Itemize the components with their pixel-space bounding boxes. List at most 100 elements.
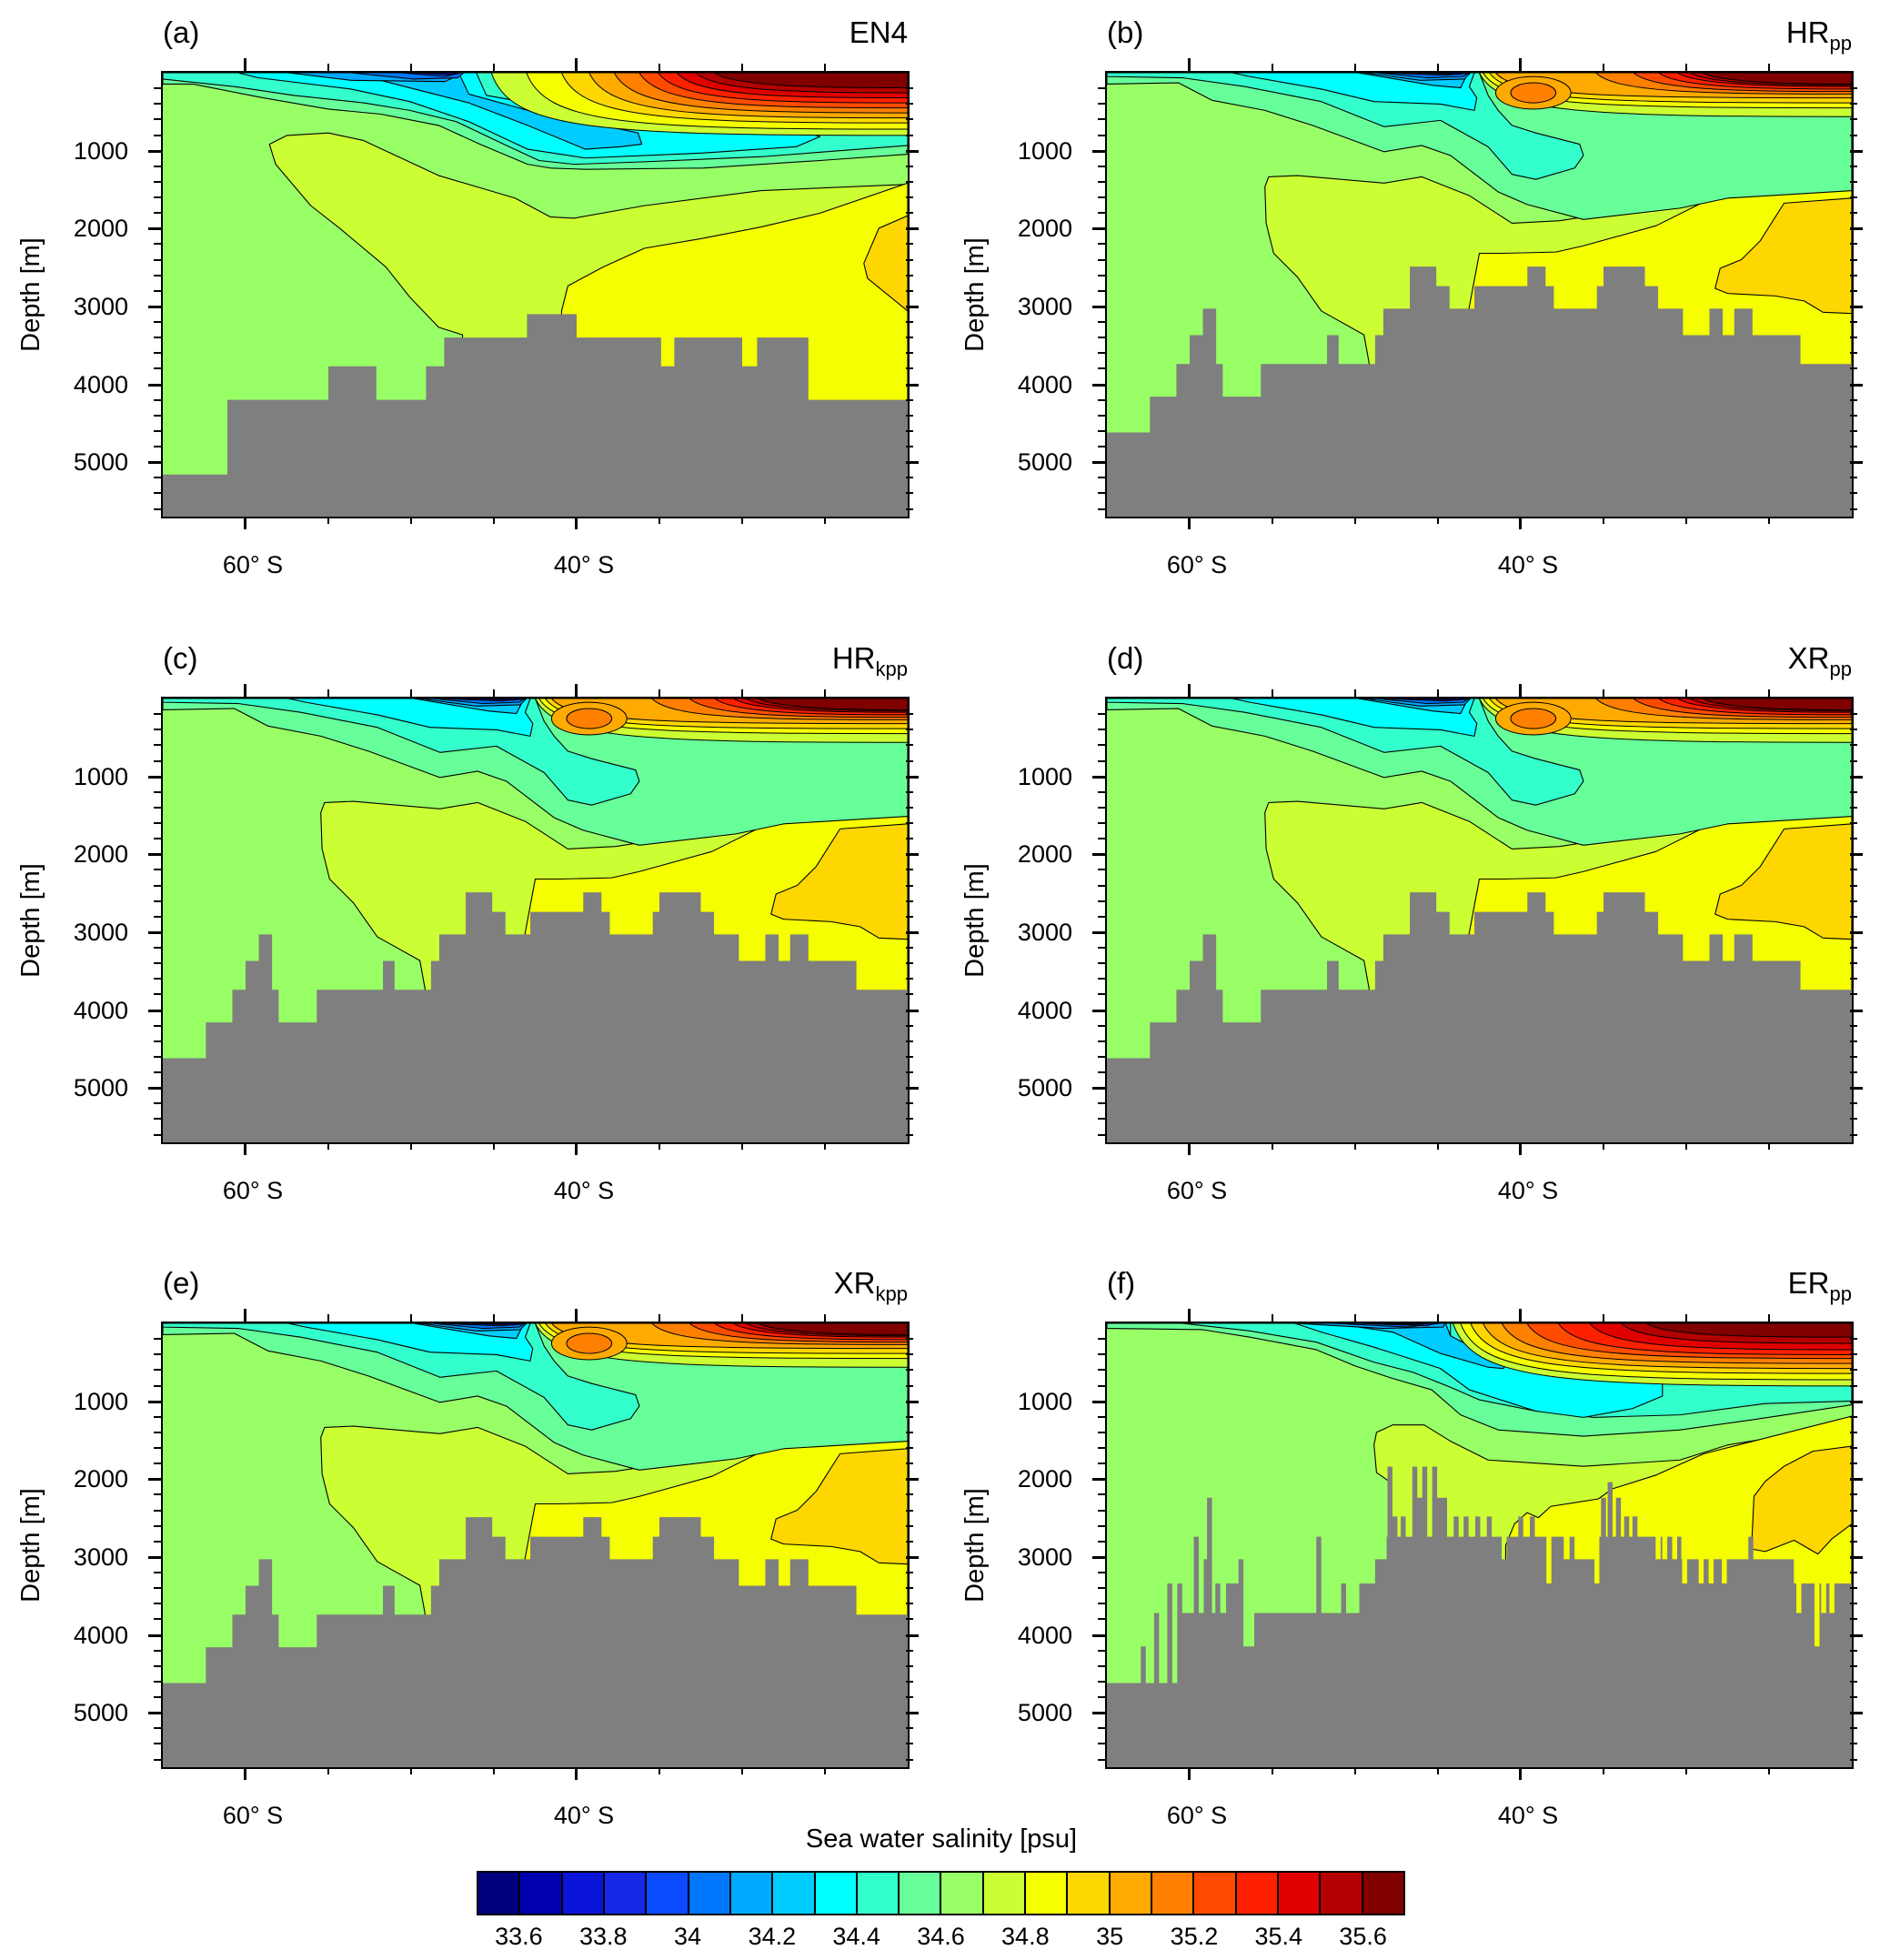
x-major-tick-bottom: [1519, 1142, 1522, 1155]
x-minor-tick-top: [1603, 689, 1604, 697]
y-minor-tick-right: [906, 1071, 913, 1074]
contour-band-fresh-34.3: [351, 73, 642, 149]
y-tick-label: 5000: [1017, 1699, 1072, 1727]
contour-band-34.9: [1715, 198, 1852, 314]
y-minor-tick-right: [1850, 165, 1857, 167]
panel-title: HRkpp: [832, 640, 908, 688]
y-tick-label: 5000: [73, 448, 128, 477]
salinity-section-plot: [163, 73, 908, 517]
y-major-tick-left: [148, 1400, 161, 1403]
y-major-tick-left: [148, 1087, 161, 1091]
y-minor-tick-left: [1098, 1603, 1105, 1605]
x-major-tick-top: [1519, 58, 1522, 71]
y-minor-tick-right: [1850, 1572, 1857, 1574]
y-minor-tick-right: [906, 1024, 913, 1027]
y-minor-tick-left: [1098, 822, 1105, 824]
y-minor-tick-right: [1850, 1743, 1857, 1745]
y-minor-tick-left: [154, 993, 161, 996]
colorbar-bin: [1026, 1873, 1069, 1914]
colorbar-bin: [520, 1873, 563, 1914]
y-major-tick-left: [1092, 775, 1105, 779]
panel-title-main: XR: [1787, 641, 1830, 675]
y-major-tick-left: [148, 930, 161, 934]
y-minor-tick-left: [154, 492, 161, 495]
y-minor-tick-left: [154, 822, 161, 824]
x-minor-tick-bottom: [1603, 1142, 1604, 1150]
y-minor-tick-left: [1098, 838, 1105, 840]
y-minor-tick-left: [1098, 1696, 1105, 1699]
y-minor-tick-right: [1850, 118, 1857, 121]
y-minor-tick-right: [906, 1447, 913, 1449]
y-minor-tick-left: [1098, 212, 1105, 215]
y-minor-tick-right: [906, 87, 913, 90]
y-minor-tick-left: [1098, 274, 1105, 276]
x-minor-tick-top: [410, 689, 412, 697]
y-tick-label: 2000: [1017, 215, 1072, 243]
contour-band-34.9: [1715, 824, 1852, 940]
y-minor-tick-left: [154, 1102, 161, 1105]
y-minor-tick-left: [154, 1743, 161, 1745]
colorbar-tick-label: 34.8: [1001, 1923, 1050, 1950]
x-minor-tick-top: [327, 689, 329, 697]
y-major-tick-right: [1850, 1400, 1863, 1403]
y-minor-tick-right: [1850, 446, 1857, 448]
x-minor-tick-bottom: [327, 1142, 329, 1150]
contour-band-34.9: [864, 216, 908, 311]
y-minor-tick-right: [1850, 1649, 1857, 1652]
y-minor-tick-right: [1850, 180, 1857, 183]
x-major-tick-top: [575, 1309, 578, 1322]
y-minor-tick-right: [1850, 1369, 1857, 1372]
y-minor-tick-right: [906, 1696, 913, 1699]
colorbar-bin: [1321, 1873, 1363, 1914]
x-minor-tick-top: [824, 64, 826, 71]
y-minor-tick-left: [154, 1118, 161, 1121]
y-minor-tick-left: [1098, 806, 1105, 809]
y-minor-tick-right: [906, 1587, 913, 1590]
y-major-tick-left: [1092, 1712, 1105, 1715]
y-tick-label: 2000: [73, 840, 128, 869]
y-major-tick-right: [906, 305, 919, 308]
y-minor-tick-right: [906, 993, 913, 996]
y-tick-label: 1000: [73, 136, 128, 165]
contour-band-fresh-33.8: [414, 73, 459, 75]
x-minor-tick-top: [659, 689, 660, 697]
y-minor-tick-left: [1098, 165, 1105, 167]
y-minor-tick-left: [1098, 1133, 1105, 1136]
y-minor-tick-right: [1850, 869, 1857, 871]
y-major-tick-left: [148, 853, 161, 857]
y-major-tick-left: [1092, 383, 1105, 387]
y-minor-tick-right: [906, 352, 913, 355]
y-minor-tick-right: [1850, 196, 1857, 198]
y-minor-tick-left: [154, 1055, 161, 1058]
y-tick-label: 2000: [73, 1465, 128, 1493]
y-major-tick-left: [148, 1009, 161, 1012]
y-minor-tick-left: [154, 165, 161, 167]
y-major-tick-right: [906, 1400, 919, 1403]
panel-title-main: EN4: [849, 15, 908, 49]
x-minor-tick-top: [1272, 64, 1273, 71]
x-minor-tick-top: [659, 64, 660, 71]
x-minor-tick-top: [1768, 1314, 1770, 1322]
y-major-tick-left: [1092, 1400, 1105, 1403]
y-minor-tick-left: [1098, 744, 1105, 747]
x-minor-tick-bottom: [741, 1767, 743, 1774]
y-minor-tick-right: [1850, 289, 1857, 292]
salinity-eddy: [567, 1333, 612, 1353]
contour-band-salty-35.6: [1703, 699, 1852, 709]
x-minor-tick-bottom: [1603, 517, 1604, 524]
y-major-tick-right: [906, 775, 919, 779]
y-minor-tick-left: [154, 1758, 161, 1761]
y-major-tick-right: [1850, 1009, 1863, 1012]
y-minor-tick-left: [154, 1071, 161, 1074]
x-major-tick-top: [1188, 684, 1191, 697]
y-tick-label: 5000: [73, 1699, 128, 1727]
x-minor-tick-bottom: [1768, 517, 1770, 524]
y-minor-tick-left: [154, 134, 161, 136]
x-major-tick-bottom: [1519, 517, 1522, 529]
colorbar-bin: [857, 1873, 900, 1914]
y-tick-label: 1000: [73, 762, 128, 790]
panel-title-main: HR: [831, 641, 876, 675]
panel-c: (c) HRkpp 60° S 40° S 1000 2000 3000 4000 5000 De…: [16, 641, 919, 1204]
y-minor-tick-left: [1098, 1369, 1105, 1372]
colorbar: [477, 1871, 1405, 1915]
